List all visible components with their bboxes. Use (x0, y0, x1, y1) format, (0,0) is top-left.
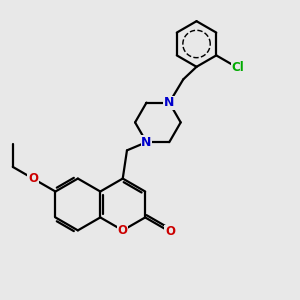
Text: O: O (28, 172, 38, 185)
Text: N: N (164, 96, 175, 109)
Text: N: N (141, 136, 152, 148)
Text: O: O (118, 224, 128, 237)
Text: Cl: Cl (231, 61, 244, 74)
Text: O: O (165, 225, 175, 238)
